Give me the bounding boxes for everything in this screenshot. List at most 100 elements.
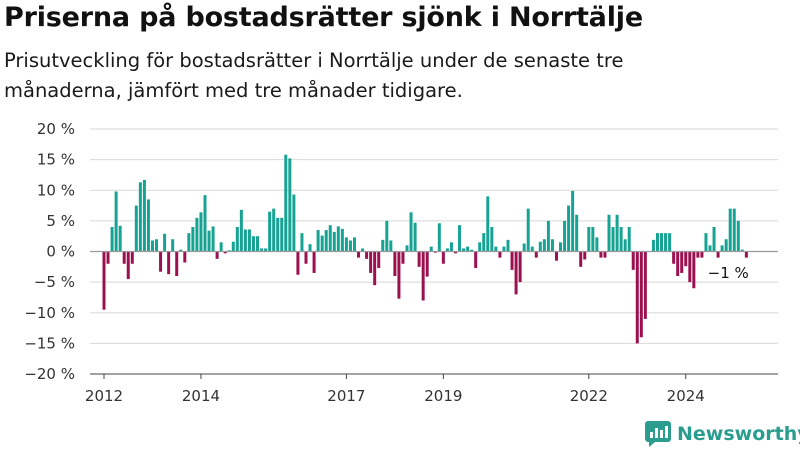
data-bar xyxy=(317,230,320,251)
data-bar xyxy=(232,242,235,252)
data-bar xyxy=(612,227,615,252)
y-tick-label: 5 % xyxy=(46,212,75,230)
data-bar xyxy=(325,230,328,251)
data-bar xyxy=(111,227,114,252)
data-bar xyxy=(183,252,186,263)
data-bar xyxy=(300,233,303,251)
data-bar xyxy=(204,195,207,251)
data-bar xyxy=(345,237,348,251)
data-bar xyxy=(652,240,655,252)
data-bar xyxy=(474,252,477,269)
data-bar xyxy=(709,245,712,251)
data-bar xyxy=(401,252,404,264)
x-tick-label: 2022 xyxy=(570,387,608,405)
data-bar xyxy=(700,252,703,258)
data-bar xyxy=(333,232,336,252)
data-bar xyxy=(494,247,497,252)
y-tick-label: 20 % xyxy=(37,120,75,138)
data-bar xyxy=(341,229,344,252)
data-bar xyxy=(567,206,570,252)
data-bar xyxy=(107,252,110,264)
data-bar xyxy=(563,221,566,252)
data-bar xyxy=(353,237,356,251)
brand-logo: Newsworthy xyxy=(645,419,800,449)
data-bar xyxy=(385,221,388,252)
data-bar xyxy=(337,226,340,251)
bar-chart: 20 %15 %10 %5 %0 %−5 %−10 %−15 %−20 %201… xyxy=(0,0,800,450)
data-bar xyxy=(729,209,732,252)
data-bar xyxy=(292,195,295,252)
data-bar xyxy=(595,237,598,251)
data-bar xyxy=(127,252,130,280)
data-bar xyxy=(502,247,505,252)
data-bar xyxy=(199,212,202,251)
data-bar xyxy=(248,229,251,251)
data-bar xyxy=(357,252,360,258)
data-bar xyxy=(668,233,671,251)
data-bar xyxy=(717,252,720,258)
data-bar xyxy=(373,252,376,286)
data-bar xyxy=(430,247,433,252)
x-tick-label: 2012 xyxy=(85,387,123,405)
data-bar xyxy=(252,236,255,251)
data-bar xyxy=(672,252,675,264)
data-bar xyxy=(458,225,461,251)
data-bar xyxy=(704,233,707,251)
data-bar xyxy=(349,240,352,251)
data-bar xyxy=(713,227,716,252)
data-bar xyxy=(527,209,530,252)
data-bar xyxy=(684,252,687,267)
data-bar xyxy=(103,252,106,310)
data-bar xyxy=(244,229,247,251)
y-tick-label: −15 % xyxy=(24,334,75,352)
data-bar xyxy=(442,252,445,264)
data-bar xyxy=(587,227,590,252)
data-bar xyxy=(284,155,287,252)
data-bar xyxy=(539,242,542,252)
x-tick-label: 2017 xyxy=(327,387,365,405)
data-bar xyxy=(664,233,667,251)
data-bar xyxy=(151,240,154,251)
data-bar xyxy=(381,240,384,252)
data-bar xyxy=(406,245,409,251)
data-bar xyxy=(579,252,582,267)
data-bar xyxy=(676,252,679,277)
data-bar xyxy=(365,252,368,259)
data-bar xyxy=(531,247,534,252)
data-bar xyxy=(547,221,550,252)
data-bar xyxy=(280,218,283,252)
data-bar xyxy=(507,240,510,252)
data-bar xyxy=(482,233,485,251)
data-bar xyxy=(603,252,606,258)
data-bar xyxy=(680,252,683,273)
data-bar xyxy=(171,239,174,251)
data-bar xyxy=(143,180,146,252)
data-bar xyxy=(535,252,538,258)
data-bar xyxy=(268,212,271,252)
y-tick-label: −5 % xyxy=(34,273,75,291)
y-tick-label: 15 % xyxy=(37,151,75,169)
brand-name: Newsworthy xyxy=(677,423,800,445)
data-bar xyxy=(543,239,546,251)
data-bar xyxy=(276,218,279,252)
data-bar xyxy=(296,252,299,275)
data-bar xyxy=(737,221,740,252)
data-bar xyxy=(139,182,142,251)
data-bar xyxy=(733,209,736,252)
data-bar xyxy=(208,231,211,252)
data-bar xyxy=(450,242,453,251)
data-bar xyxy=(583,252,586,260)
data-bar xyxy=(559,242,562,251)
data-bar xyxy=(511,252,514,270)
data-bar xyxy=(321,236,324,252)
data-bar xyxy=(135,206,138,252)
data-bar xyxy=(220,242,223,251)
data-bar xyxy=(147,199,150,251)
y-tick-label: −10 % xyxy=(24,304,75,322)
data-bar xyxy=(167,252,170,275)
data-bar xyxy=(212,226,215,251)
data-bar xyxy=(515,252,518,295)
data-bar xyxy=(329,225,332,251)
data-bar xyxy=(692,252,695,289)
data-bar xyxy=(426,252,429,277)
